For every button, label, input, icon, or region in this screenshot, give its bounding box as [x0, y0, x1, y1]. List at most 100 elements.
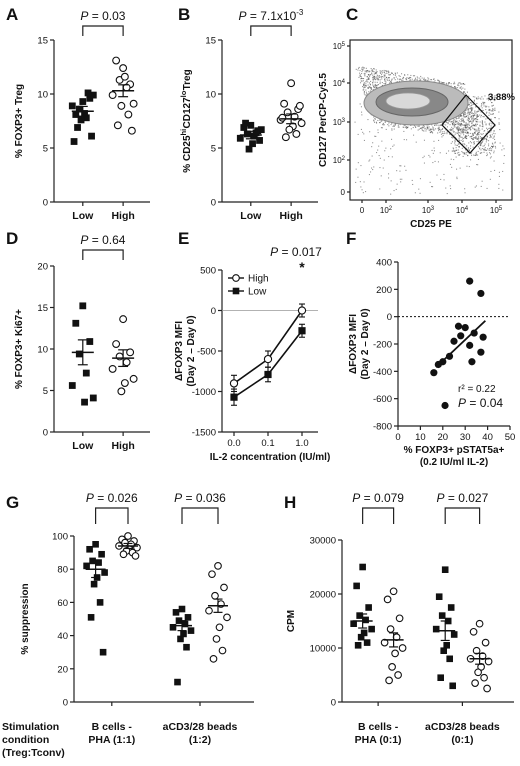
- x-tick-label: 0.0: [227, 438, 240, 449]
- data-point: [98, 550, 105, 558]
- data-point: [230, 393, 238, 401]
- y-axis-label: CD127 PerCP-Cy5.5: [318, 73, 329, 167]
- data-point: [365, 604, 372, 611]
- data-point: [236, 134, 244, 142]
- data-point: [477, 289, 485, 298]
- data-point: [88, 132, 95, 140]
- p-value-label: P = 0.04: [458, 396, 503, 410]
- data-point: [220, 583, 228, 592]
- data-point: [354, 642, 362, 649]
- y-tick-label: 100: [52, 532, 68, 543]
- data-point: [450, 337, 458, 345]
- data-point: [477, 348, 485, 356]
- condition-label: condition: [2, 734, 49, 746]
- y-tick-label: 10: [205, 90, 216, 101]
- x-tick-label: 30: [460, 432, 471, 443]
- significance-bracket: [95, 507, 129, 524]
- data-point: [435, 593, 443, 600]
- significance-bracket: [362, 507, 395, 524]
- data-point: [180, 630, 187, 638]
- data-point: [368, 625, 375, 633]
- y-tick-label: 15: [205, 36, 216, 47]
- y-tick-label: 0: [331, 698, 336, 709]
- data-point: [441, 401, 449, 410]
- data-point: [281, 133, 290, 142]
- y-axis-label: % FOXP3+ Ki67+: [14, 309, 25, 389]
- legend-marker: [232, 287, 240, 295]
- data-point: [183, 643, 190, 651]
- data-point: [242, 119, 249, 127]
- data-point: [249, 140, 256, 148]
- data-point: [126, 348, 135, 357]
- data-point: [119, 315, 128, 324]
- x-category-label: High: [279, 210, 302, 222]
- y-tick-label: 10: [37, 345, 48, 356]
- data-point: [208, 570, 216, 579]
- data-point: [474, 668, 482, 677]
- data-point: [82, 369, 90, 377]
- x-axis-label: IL-2 concentration (IU/ml): [210, 452, 331, 463]
- y-tick-label: 30000: [310, 536, 336, 547]
- data-point: [84, 89, 92, 97]
- data-point: [363, 639, 371, 646]
- data-point: [181, 620, 189, 628]
- data-point: [169, 624, 177, 631]
- p-value-label: P = 0.026: [86, 491, 138, 505]
- data-point: [82, 114, 90, 122]
- data-point: [437, 674, 444, 681]
- data-point: [469, 627, 478, 636]
- data-point: [297, 119, 306, 128]
- data-point: [72, 111, 80, 118]
- data-point: [470, 329, 478, 337]
- data-point: [81, 110, 88, 117]
- data-point: [247, 121, 255, 129]
- data-point: [360, 629, 368, 637]
- p-value-label: P = 0.017: [270, 245, 322, 259]
- y-axis-label: ΔFOXP3 MFI: [348, 314, 359, 374]
- p-value-label: P = 0.03: [80, 9, 125, 23]
- y-axis-label: % suppression: [20, 583, 31, 654]
- density-contour: [385, 92, 431, 110]
- x-tick-label: 40: [482, 432, 493, 443]
- data-point: [449, 682, 456, 690]
- x-category-label: aCD3/28 beads: [425, 721, 500, 733]
- data-point: [283, 108, 292, 117]
- data-point: [287, 79, 296, 88]
- x-tick-label: 20: [438, 432, 449, 443]
- data-point: [263, 354, 273, 364]
- data-point: [119, 550, 128, 559]
- y-tick-label: 5: [211, 144, 216, 155]
- y-tick-label: 0: [211, 198, 216, 209]
- x-category-label: (1:2): [189, 734, 211, 746]
- condition-label: (Treg:Tconv): [2, 747, 65, 759]
- data-point: [129, 99, 138, 108]
- y-tick-label: 200: [376, 285, 392, 296]
- data-point: [184, 614, 192, 621]
- data-point: [177, 635, 184, 643]
- data-point: [443, 642, 450, 649]
- data-point: [252, 129, 260, 137]
- gate-percentage: 3.88%: [488, 92, 515, 103]
- data-point: [77, 116, 85, 124]
- data-point: [475, 619, 484, 628]
- r-squared-label: r² = 0.22: [458, 384, 496, 395]
- data-point: [350, 620, 357, 627]
- legend-label: Low: [248, 287, 267, 298]
- data-point: [432, 625, 440, 633]
- data-point: [395, 614, 404, 623]
- data-point: [127, 126, 136, 135]
- data-point: [447, 604, 455, 611]
- p-value-label: P = 0.027: [437, 491, 489, 505]
- data-point: [450, 631, 458, 638]
- data-point: [96, 599, 104, 606]
- x-category-label: B cells -: [358, 721, 399, 733]
- y-tick-label: 20000: [310, 590, 336, 601]
- data-point: [75, 105, 83, 113]
- data-point: [229, 379, 239, 388]
- data-point: [120, 379, 129, 387]
- x-category-label: Low: [72, 210, 94, 222]
- data-point: [214, 562, 222, 570]
- data-point: [457, 332, 465, 340]
- y-axis-label-2: (Day 2 – Day 0): [186, 315, 197, 386]
